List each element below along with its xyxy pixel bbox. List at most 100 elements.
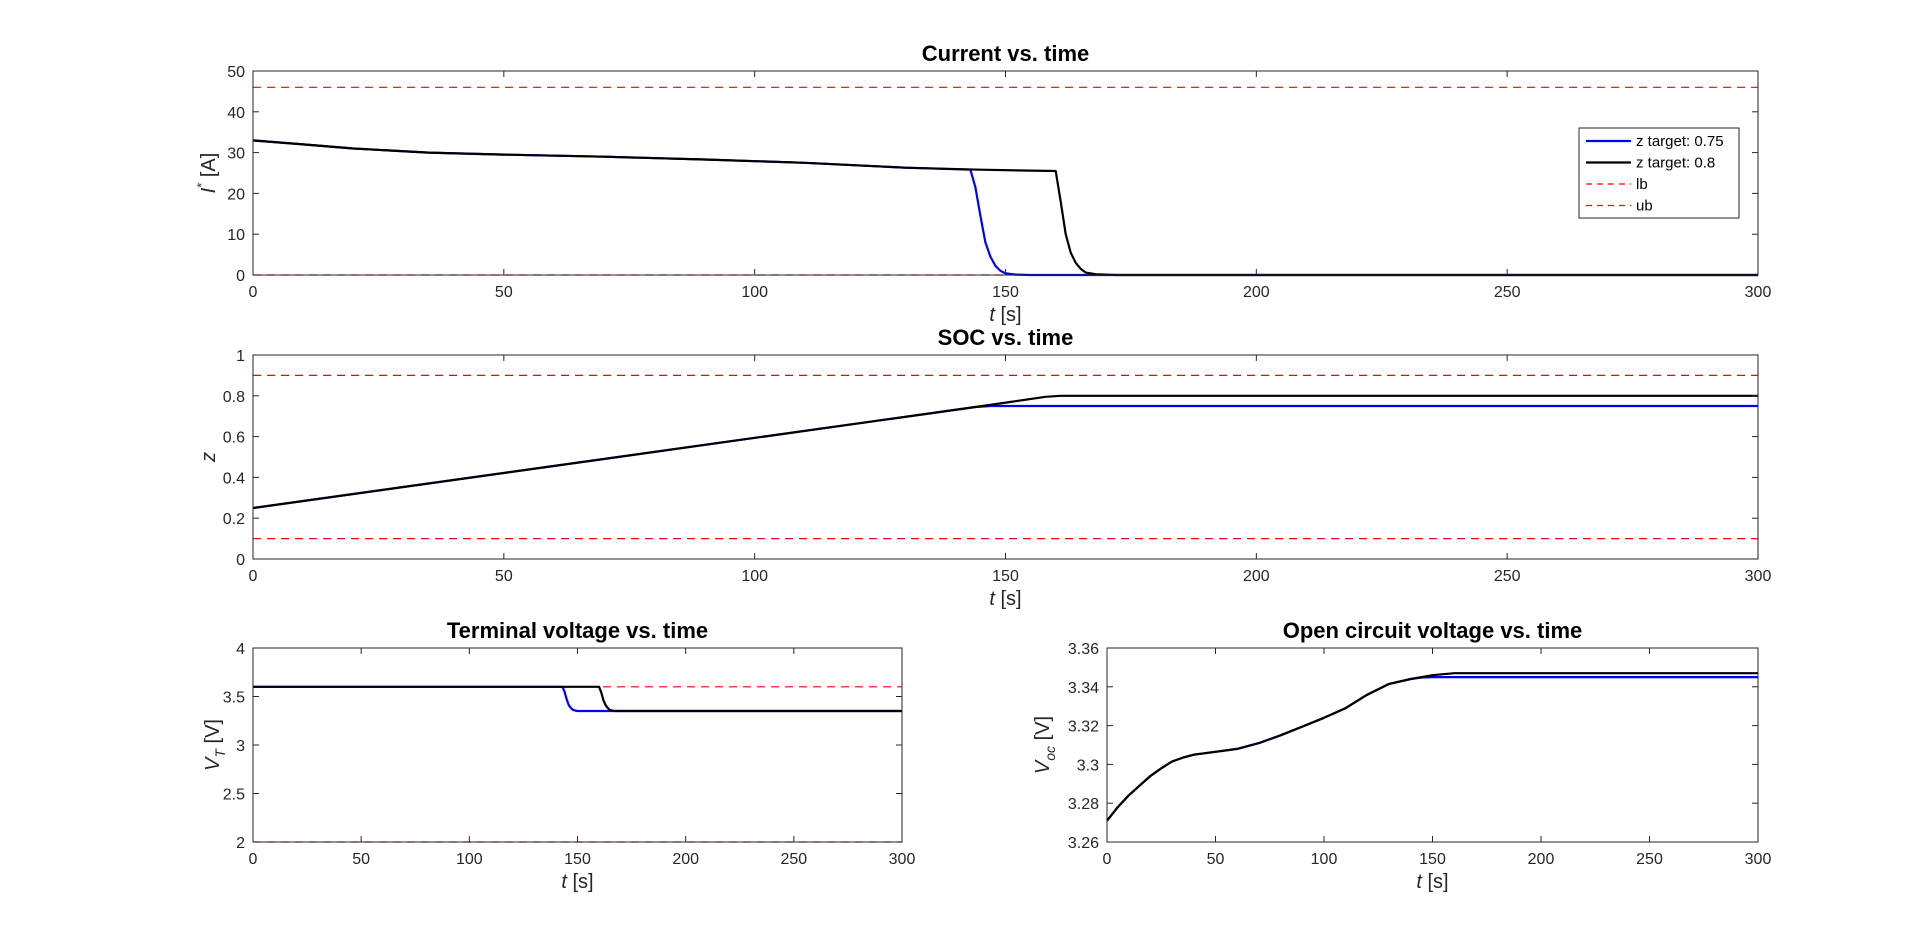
soc-xtick-label: 50 <box>495 568 513 585</box>
voc-xtick-label: 150 <box>1419 851 1446 868</box>
soc-xlabel-unit: [s] <box>995 588 1022 610</box>
vt-ylabel-unit: [V] <box>202 719 224 749</box>
voc-ylabel: Voc [V] <box>1032 716 1058 774</box>
current-xtick-label: 150 <box>992 284 1019 301</box>
vt-ylabel: VT [V] <box>202 719 228 771</box>
voc-ytick-label: 3.34 <box>1068 680 1099 697</box>
voc-ytick-label: 3.28 <box>1068 796 1099 813</box>
soc-xlabel: t [s] <box>989 588 1021 610</box>
voc-ytick-label: 3.3 <box>1077 757 1099 774</box>
legend-label: z target: 0.75 <box>1636 133 1724 150</box>
current-xtick-label: 0 <box>249 284 258 301</box>
voc-ylabel-sub: oc <box>1042 746 1058 761</box>
vt-series-line-1 <box>253 685 902 713</box>
soc-ytick-label: 0.2 <box>223 511 245 528</box>
soc-xtick-label: 150 <box>992 568 1019 585</box>
voc-xtick-label: 100 <box>1311 851 1338 868</box>
vt-ytick-label: 2 <box>236 835 245 852</box>
vt-ytick-label: 2.5 <box>223 787 245 804</box>
vt-ylabel-sub: T <box>212 748 228 758</box>
vt-ytick-label: 3 <box>236 738 245 755</box>
vt-xtick-label: 150 <box>564 851 591 868</box>
soc-axes: 0 50 100 150 200 250 300 0 0.2 0.4 0.6 0.8 1 SOC vs. … <box>198 325 1771 610</box>
voc-series-line-1 <box>1106 672 1758 822</box>
vt-xtick-label: 200 <box>672 851 699 868</box>
soc-xtick-label: 0 <box>249 568 258 585</box>
voc-ytick-label: 3.36 <box>1068 641 1099 658</box>
soc-ytick-label: 1 <box>236 348 245 365</box>
vt-ytick-label: 4 <box>236 641 245 658</box>
vt-series-line-0 <box>253 685 902 713</box>
current-xlabel-unit: [s] <box>995 304 1022 326</box>
voc-xlabel-var: t <box>1416 871 1423 893</box>
legend: z target: 0.75 z target: 0.8 lb ub <box>1578 127 1740 219</box>
soc-ytick-label: 0.6 <box>223 430 245 447</box>
soc-xtick-label: 250 <box>1494 568 1521 585</box>
voc-ytick-label: 3.32 <box>1068 719 1099 736</box>
voc-xtick-label: 200 <box>1528 851 1555 868</box>
current-ylabel: I* [A] <box>194 153 220 194</box>
soc-xtick-label: 100 <box>741 568 768 585</box>
vt-xtick-label: 100 <box>456 851 483 868</box>
voc-axes: 0 50 100 150 200 250 300 3.26 3.28 3.3 3.32 3.34 3.3… <box>1032 618 1771 893</box>
legend-box <box>1578 127 1740 219</box>
legend-label: lb <box>1636 176 1648 193</box>
soc-series-line-1 <box>252 394 1758 510</box>
voc-xlabel: t [s] <box>1416 871 1448 893</box>
legend-label: z target: 0.8 <box>1636 155 1715 172</box>
current-ytick-label: 20 <box>227 186 245 203</box>
current-xlabel-var: t <box>989 304 996 326</box>
soc-xtick-label: 200 <box>1243 568 1270 585</box>
vt-title: Terminal voltage vs. time <box>447 618 708 643</box>
current-xtick-label: 200 <box>1243 284 1270 301</box>
current-ytick-label: 0 <box>236 268 245 285</box>
current-xlabel: t [s] <box>989 304 1021 326</box>
current-ylabel-var: I <box>198 187 220 193</box>
voc-xtick-label: 50 <box>1207 851 1225 868</box>
current-ylabel-sup: * <box>194 183 209 188</box>
vt-xlabel-var: t <box>561 871 568 893</box>
current-ylabel-unit: [A] <box>198 153 220 183</box>
current-ytick-label: 10 <box>227 227 245 244</box>
soc-xlabel-var: t <box>989 588 996 610</box>
current-plot-area <box>253 71 1758 275</box>
vt-xtick-label: 0 <box>249 851 258 868</box>
current-ytick-label: 50 <box>227 64 245 81</box>
vt-xtick-label: 50 <box>352 851 370 868</box>
soc-title: SOC vs. time <box>938 325 1074 350</box>
vt-axes: 0 50 100 150 200 250 300 2 2.5 3 3.5 4 Terminal volt… <box>202 618 915 893</box>
legend-label: ub <box>1636 198 1653 215</box>
voc-title: Open circuit voltage vs. time <box>1283 618 1583 643</box>
vt-xtick-label: 300 <box>889 851 916 868</box>
voc-xlabel-unit: [s] <box>1422 871 1449 893</box>
current-xtick-label: 250 <box>1494 284 1521 301</box>
current-ytick-label: 30 <box>227 146 245 163</box>
soc-ylabel-var: z <box>198 452 220 463</box>
vt-plot-area <box>253 648 902 842</box>
voc-xtick-label: 0 <box>1103 851 1112 868</box>
soc-ytick-label: 0.4 <box>223 470 245 487</box>
voc-xtick-label: 250 <box>1636 851 1663 868</box>
current-ytick-label: 40 <box>227 105 245 122</box>
voc-xtick-label: 300 <box>1745 851 1772 868</box>
current-xtick-label: 50 <box>495 284 513 301</box>
voc-ytick-label: 3.26 <box>1068 835 1099 852</box>
current-title: Current vs. time <box>922 41 1090 66</box>
soc-ytick-label: 0 <box>236 552 245 569</box>
vt-ylabel-var: V <box>202 756 224 771</box>
vt-xtick-label: 250 <box>780 851 807 868</box>
current-xtick-label: 300 <box>1745 284 1772 301</box>
soc-plot-area <box>253 355 1758 559</box>
vt-xlabel: t [s] <box>561 871 593 893</box>
voc-ylabel-unit: [V] <box>1032 716 1054 746</box>
current-xtick-label: 100 <box>741 284 768 301</box>
current-series-line-1 <box>252 139 1758 277</box>
soc-ylabel: z <box>198 452 220 463</box>
soc-xtick-label: 300 <box>1745 568 1772 585</box>
voc-plot-area <box>1107 648 1758 842</box>
vt-ytick-label: 3.5 <box>223 690 245 707</box>
voc-ylabel-var: V <box>1032 759 1054 774</box>
soc-ytick-label: 0.8 <box>223 389 245 406</box>
vt-xlabel-unit: [s] <box>567 871 594 893</box>
